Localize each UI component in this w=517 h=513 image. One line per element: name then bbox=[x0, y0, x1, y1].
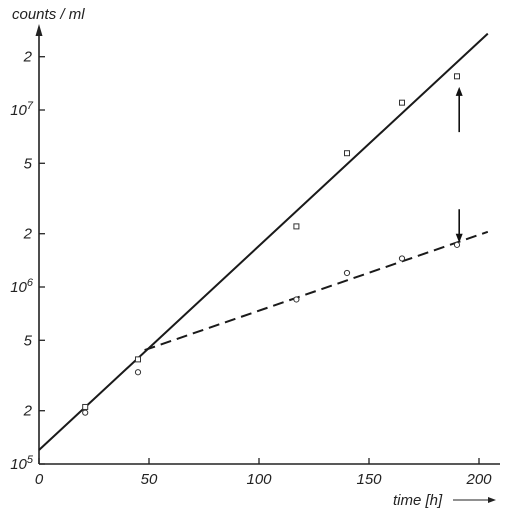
x-tick-label: 200 bbox=[465, 471, 492, 488]
data-point-circle bbox=[398, 255, 406, 262]
data-point-square bbox=[82, 403, 89, 410]
y-tick-label: 2 bbox=[23, 49, 33, 66]
data-point-square bbox=[344, 150, 350, 157]
y-tick-label: 105 bbox=[10, 454, 34, 473]
x-axis-title-arrowhead bbox=[488, 497, 496, 503]
y-tick-label: 5 bbox=[24, 332, 33, 349]
data-point-circle bbox=[453, 241, 461, 248]
y-tick-label: 2 bbox=[23, 403, 33, 420]
data-point-square bbox=[454, 73, 460, 80]
data-point-circle bbox=[134, 369, 142, 376]
data-point-circle bbox=[82, 409, 89, 416]
y-tick-label: 106 bbox=[10, 277, 34, 296]
arrow-down-icon bbox=[455, 233, 463, 243]
y-tick-label: 2 bbox=[23, 226, 33, 243]
x-ticks: 0 50 100 150 200 bbox=[35, 458, 492, 488]
x-axis-title: time [h] bbox=[393, 492, 496, 509]
fit-line-dashed bbox=[144, 230, 489, 352]
data-point-square bbox=[135, 356, 141, 363]
data-point-circle bbox=[343, 269, 351, 277]
annotation-arrows bbox=[455, 86, 463, 243]
arrow-up-icon bbox=[455, 86, 463, 96]
x-axis-title-text: time [h] bbox=[393, 492, 443, 509]
y-ticks: 105 2 5 106 2 5 107 2 bbox=[10, 49, 45, 473]
y-tick-label: 5 bbox=[24, 155, 33, 172]
data-point-circle bbox=[293, 296, 300, 303]
data-point-square bbox=[399, 99, 405, 106]
x-tick-label: 0 bbox=[35, 471, 44, 488]
x-tick-label: 150 bbox=[356, 471, 382, 488]
data-point-square bbox=[293, 223, 300, 230]
data-markers bbox=[82, 73, 461, 416]
y-axis-arrowhead bbox=[35, 24, 43, 36]
x-tick-label: 100 bbox=[246, 471, 272, 488]
y-axis-title: counts / ml bbox=[12, 6, 85, 23]
y-tick-label: 107 bbox=[10, 100, 34, 119]
fit-lines bbox=[38, 32, 489, 451]
fit-line-solid bbox=[38, 32, 489, 451]
x-tick-label: 50 bbox=[141, 471, 158, 488]
